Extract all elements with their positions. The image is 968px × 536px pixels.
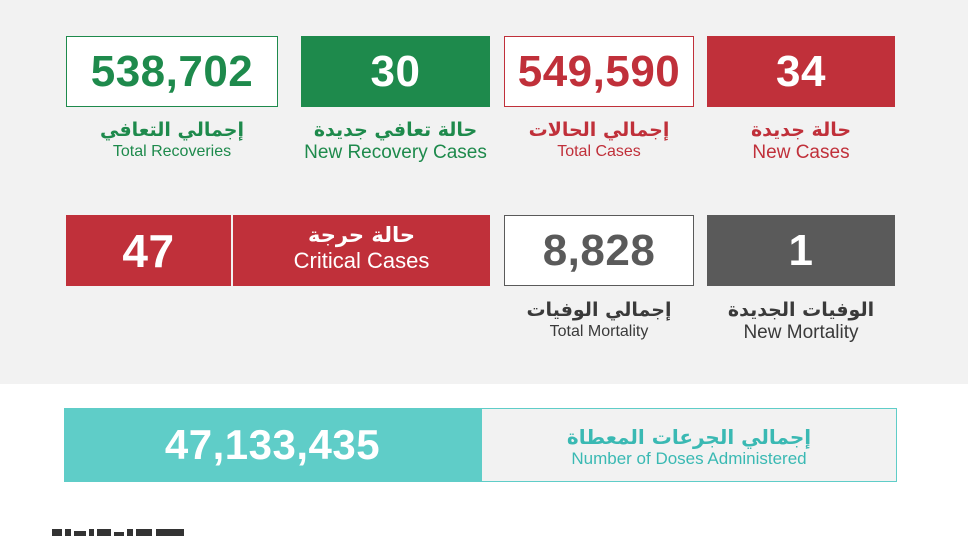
- total-recoveries-label-ar: إجمالي التعافي: [100, 119, 244, 141]
- total-recoveries-label: إجمالي التعافي Total Recoveries: [66, 118, 278, 162]
- critical-cases-label-ar: حالة حرجة: [307, 223, 416, 247]
- new-mortality-label-ar: الوفيات الجديدة: [727, 299, 875, 321]
- new-recovery-value: 30: [301, 36, 490, 107]
- new-cases-label-en: New Cases: [752, 142, 850, 163]
- new-mortality-label: الوفيات الجديدة New Mortality: [707, 298, 895, 344]
- doses-administered-label-box: [481, 408, 897, 482]
- total-cases-label-ar: إجمالي الحالات: [528, 119, 670, 141]
- doses-administered-label-en: Number of Doses Administered: [571, 449, 807, 468]
- new-mortality-value: 1: [707, 215, 895, 286]
- critical-cases-divider: [231, 215, 233, 286]
- total-cases-value: 549,590: [504, 36, 694, 107]
- new-cases-value: 34: [707, 36, 895, 107]
- critical-cases-label: حالة حرجة Critical Cases: [233, 222, 490, 274]
- total-mortality-label-en: Total Mortality: [549, 323, 649, 340]
- new-recovery-label: حالة تعافي جديدة New Recovery Cases: [288, 118, 503, 164]
- total-mortality-label: إجمالي الوفيات Total Mortality: [504, 298, 694, 342]
- critical-cases-block: [66, 215, 490, 286]
- new-recovery-label-ar: حالة تعافي جديدة: [313, 119, 478, 141]
- total-mortality-value: 8,828: [504, 215, 694, 286]
- new-cases-label: حالة جديدة New Cases: [707, 118, 895, 164]
- critical-cases-value: 47: [122, 224, 175, 277]
- total-cases-label-en: Total Cases: [557, 143, 641, 160]
- doses-administered-label-ar: إجمالي الجرعات المعطاة: [566, 425, 812, 449]
- doses-administered-label: إجمالي الجرعات المعطاة Number of Doses A…: [481, 425, 897, 469]
- new-cases-label-ar: حالة جديدة: [750, 119, 852, 141]
- doses-administered-value: 47,133,435: [64, 408, 481, 482]
- new-mortality-label-en: New Mortality: [743, 322, 859, 343]
- total-recoveries-label-en: Total Recoveries: [112, 143, 232, 160]
- new-recovery-label-en: New Recovery Cases: [304, 142, 487, 163]
- footer-logo-icon: [52, 529, 184, 536]
- total-mortality-label-ar: إجمالي الوفيات: [526, 299, 672, 321]
- critical-cases-label-en: Critical Cases: [293, 248, 430, 273]
- total-recoveries-value: 538,702: [66, 36, 278, 107]
- total-cases-label: إجمالي الحالات Total Cases: [504, 118, 694, 162]
